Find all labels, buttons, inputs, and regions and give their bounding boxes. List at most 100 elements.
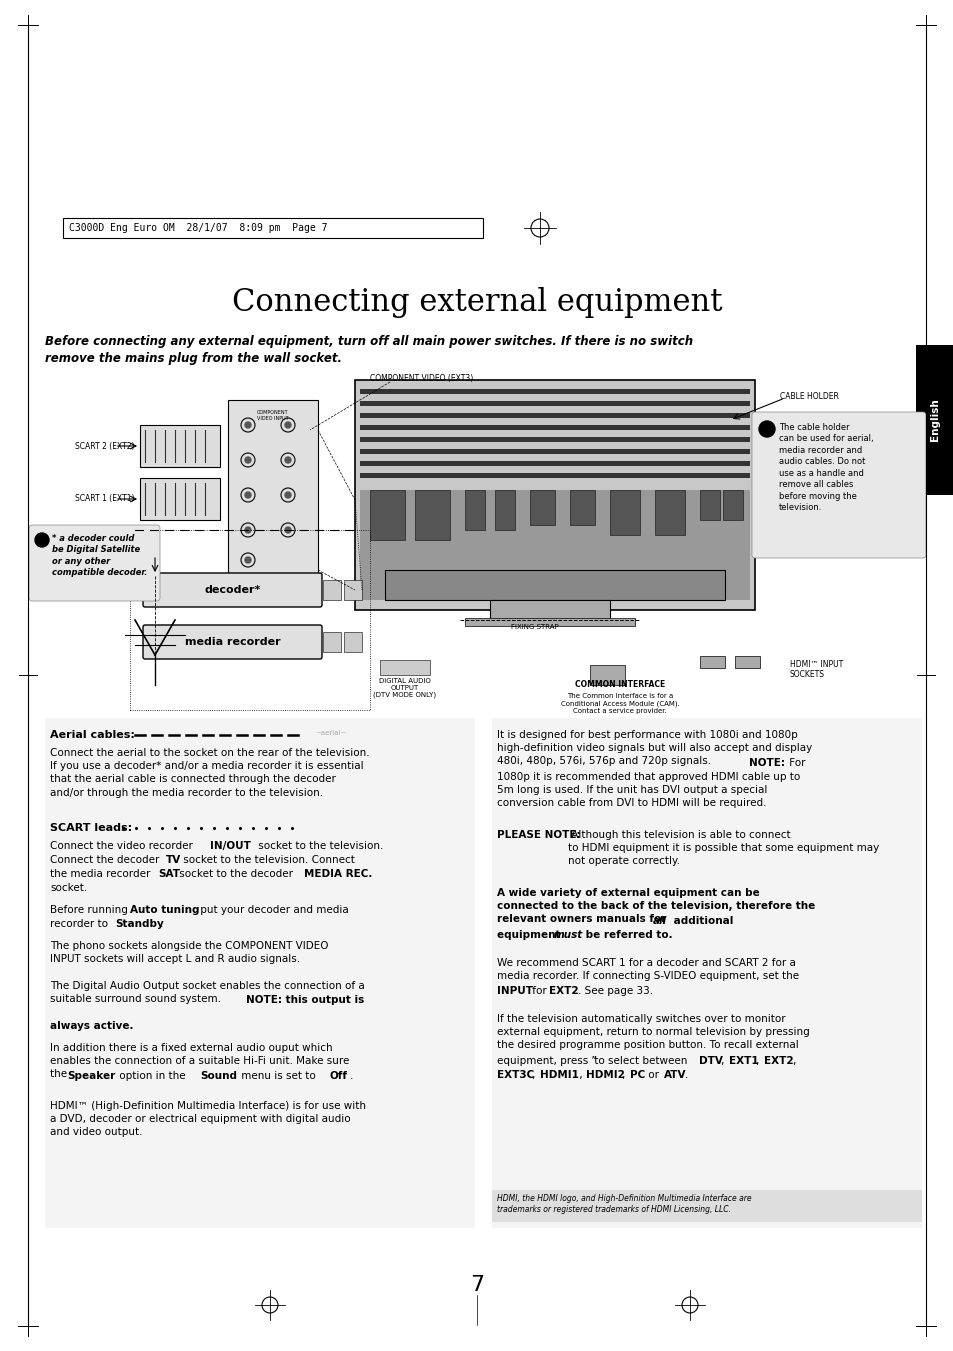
Bar: [344, 632, 361, 653]
Bar: [492, 1190, 921, 1223]
Bar: [464, 490, 484, 530]
Text: Auto tuning: Auto tuning: [130, 905, 199, 915]
Bar: [915, 345, 953, 494]
Text: The cable holder
can be used for aerial,
media recorder and
audio cables. Do not: The cable holder can be used for aerial,…: [779, 423, 873, 512]
Text: EXT2: EXT2: [763, 1056, 793, 1066]
Text: In addition there is a fixed external audio ouput which
enables the connection o: In addition there is a fixed external au…: [50, 1043, 349, 1079]
Text: EXT3C: EXT3C: [497, 1070, 534, 1079]
Bar: [140, 426, 220, 467]
Text: IN/OUT: IN/OUT: [210, 842, 251, 851]
Text: TV: TV: [166, 855, 181, 865]
Bar: [130, 530, 370, 711]
Text: Although this television is able to connect
to HDMI equipment it is possible tha: Although this television is able to conn…: [567, 830, 879, 866]
Text: ATV: ATV: [663, 1070, 686, 1079]
Text: Off: Off: [330, 1071, 348, 1081]
Text: FIXING STRAP: FIXING STRAP: [511, 624, 558, 630]
Text: The Digital Audio Output socket enables the connection of a
suitable surround so: The Digital Audio Output socket enables …: [50, 981, 364, 1004]
Bar: [415, 490, 450, 540]
Text: COMMON INTERFACE: COMMON INTERFACE: [575, 680, 664, 689]
Text: SCART 2 (EXT2): SCART 2 (EXT2): [75, 442, 135, 450]
Text: equipment, press ”: equipment, press ”: [497, 1056, 597, 1066]
Text: HDMI2: HDMI2: [585, 1070, 624, 1079]
Bar: [344, 580, 361, 600]
Text: CABLE HOLDER: CABLE HOLDER: [780, 392, 838, 401]
Text: .: .: [160, 919, 163, 929]
Bar: [359, 449, 749, 454]
Bar: [700, 490, 720, 520]
FancyBboxPatch shape: [751, 412, 925, 558]
Text: SAT: SAT: [158, 869, 180, 880]
Bar: [379, 661, 430, 676]
Circle shape: [245, 457, 251, 463]
Bar: [722, 490, 742, 520]
Text: recorder to: recorder to: [50, 919, 112, 929]
Text: additional: additional: [669, 916, 733, 925]
Text: decoder*: decoder*: [204, 585, 260, 594]
Text: For: For: [785, 758, 804, 767]
Text: equipment: equipment: [497, 929, 563, 940]
Text: We recommend SCART 1 for a decoder and SCART 2 for a
media recorder. If connecti: We recommend SCART 1 for a decoder and S…: [497, 958, 799, 981]
FancyBboxPatch shape: [143, 573, 322, 607]
FancyBboxPatch shape: [29, 526, 160, 601]
Text: always active.: always active.: [50, 1021, 133, 1031]
Text: Sound: Sound: [200, 1071, 236, 1081]
Circle shape: [35, 534, 49, 547]
Text: C3000D Eng Euro OM  28/1/07  8:09 pm  Page 7: C3000D Eng Euro OM 28/1/07 8:09 pm Page …: [69, 223, 327, 232]
Bar: [359, 461, 749, 466]
Text: ~aerial~: ~aerial~: [314, 730, 346, 736]
Bar: [323, 580, 340, 600]
Bar: [495, 490, 515, 530]
Bar: [359, 436, 749, 442]
Text: for: for: [529, 986, 550, 996]
Text: or: or: [644, 1070, 661, 1079]
Circle shape: [285, 492, 291, 499]
Bar: [359, 473, 749, 478]
Text: Connect the aerial to the socket on the rear of the television.
If you use a dec: Connect the aerial to the socket on the …: [50, 748, 369, 797]
Text: the media recorder: the media recorder: [50, 869, 153, 880]
Bar: [359, 490, 749, 600]
Text: Standby: Standby: [115, 919, 164, 929]
Text: A wide variety of external equipment can be
connected to the back of the televis: A wide variety of external equipment can…: [497, 888, 815, 924]
Circle shape: [245, 422, 251, 428]
Text: menu is set to: menu is set to: [237, 1071, 318, 1081]
Text: Before connecting any external equipment, turn off all main power switches. If t: Before connecting any external equipment…: [45, 335, 693, 349]
Text: remove the mains plug from the wall socket.: remove the mains plug from the wall sock…: [45, 353, 341, 365]
Text: INPUT: INPUT: [497, 986, 533, 996]
Text: ,: ,: [720, 1056, 727, 1066]
Bar: [700, 657, 724, 667]
Text: all: all: [652, 916, 666, 925]
Text: .: .: [350, 1071, 353, 1081]
Text: ,: ,: [755, 1056, 761, 1066]
Bar: [63, 218, 482, 238]
Text: The phono sockets alongside the COMPONENT VIDEO
INPUT sockets will accept L and : The phono sockets alongside the COMPONEN…: [50, 942, 328, 965]
Bar: [228, 400, 317, 600]
Bar: [655, 490, 684, 535]
Bar: [464, 617, 635, 626]
Bar: [530, 490, 555, 526]
Text: must: must: [554, 929, 582, 940]
Text: * a decoder could
be Digital Satellite
or any other
compatible decoder.: * a decoder could be Digital Satellite o…: [52, 534, 147, 577]
Circle shape: [759, 422, 774, 436]
FancyBboxPatch shape: [143, 626, 322, 659]
Text: ,: ,: [532, 1070, 538, 1079]
Circle shape: [285, 422, 291, 428]
Text: EXT2: EXT2: [548, 986, 578, 996]
Text: Connecting external equipment: Connecting external equipment: [232, 288, 721, 319]
Text: PLEASE NOTE:: PLEASE NOTE:: [497, 830, 580, 840]
Text: socket to the television. Connect: socket to the television. Connect: [180, 855, 355, 865]
Circle shape: [285, 527, 291, 534]
Bar: [589, 665, 624, 685]
Text: NOTE: this output is: NOTE: this output is: [246, 994, 364, 1005]
Text: ,: ,: [621, 1070, 628, 1079]
Text: The Common Interface is for a
Conditional Access Module (CAM).
Contact a service: The Common Interface is for a Conditiona…: [560, 693, 679, 715]
Text: If the television automatically switches over to monitor
external equipment, ret: If the television automatically switches…: [497, 1015, 809, 1050]
Text: HDMI™ (High-Definition Multimedia Interface) is for use with
a DVD, decoder or e: HDMI™ (High-Definition Multimedia Interf…: [50, 1101, 366, 1138]
Text: HDMI, the HDMI logo, and High-Definition Multimedia Interface are
trademarks or : HDMI, the HDMI logo, and High-Definition…: [497, 1194, 751, 1215]
Bar: [45, 717, 475, 1228]
Text: socket to the television.: socket to the television.: [254, 842, 383, 851]
Bar: [490, 600, 609, 620]
Text: PC: PC: [629, 1070, 644, 1079]
Text: socket to the decoder: socket to the decoder: [175, 869, 296, 880]
Text: option in the: option in the: [116, 1071, 189, 1081]
Text: HDMI1: HDMI1: [539, 1070, 578, 1079]
